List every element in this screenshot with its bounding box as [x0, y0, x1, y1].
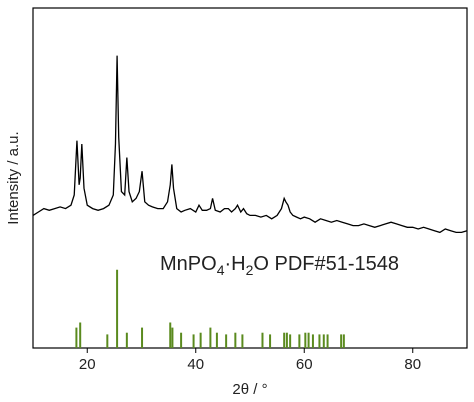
- x-tick-label: 80: [404, 356, 421, 373]
- x-axis-label: 2θ / °: [232, 381, 267, 398]
- label-subscript: 2: [246, 262, 254, 278]
- reference-label: MnPO4·H2O PDF#51-1548: [160, 253, 399, 277]
- y-axis-label: Intensity / a.u.: [5, 131, 22, 224]
- label-part: O PDF#51-1548: [253, 253, 399, 275]
- x-tick-label: 40: [187, 356, 204, 373]
- xrd-pattern: [32, 55, 468, 234]
- plot-frame: [32, 7, 468, 349]
- label-part: ·H: [224, 253, 245, 275]
- label-subscript: 4: [217, 262, 225, 278]
- x-tick-label: 20: [79, 356, 96, 373]
- label-part: MnPO: [160, 253, 217, 275]
- x-tick-label: 60: [296, 356, 313, 373]
